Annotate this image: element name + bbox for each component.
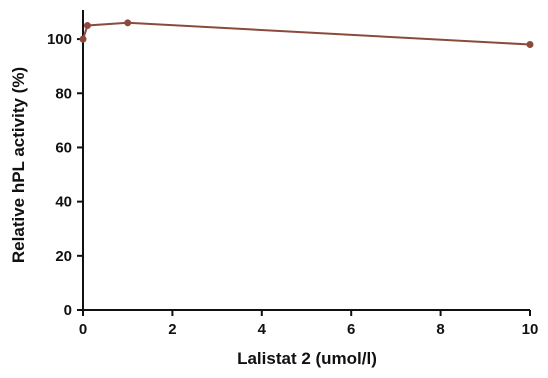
series <box>79 19 534 49</box>
data-point <box>124 19 132 27</box>
y-tick-label: 100 <box>47 31 72 48</box>
x-tick-label: 8 <box>436 321 444 338</box>
y-tick-label: 40 <box>55 194 72 211</box>
x-tick-label: 10 <box>522 321 539 338</box>
y-tick-label: 0 <box>64 302 72 319</box>
x-tick-label: 4 <box>258 321 267 338</box>
ticks: 0 20 40 60 80 100 0 2 4 6 8 10 <box>47 31 538 338</box>
x-axis-title: Lalistat 2 (umol/l) <box>237 349 377 368</box>
axes <box>82 10 530 311</box>
y-tick-label: 80 <box>55 85 72 102</box>
series-line <box>82 21 531 46</box>
y-tick-label: 60 <box>55 139 72 156</box>
x-tick-label: 6 <box>347 321 355 338</box>
y-tick-label: 20 <box>55 248 72 265</box>
y-axis-title: Relative hPL activity (%) <box>9 67 28 263</box>
x-tick-label: 2 <box>168 321 176 338</box>
data-point <box>79 35 87 43</box>
x-tick-label: 0 <box>79 321 87 338</box>
data-point <box>526 41 534 49</box>
data-point <box>83 22 91 30</box>
